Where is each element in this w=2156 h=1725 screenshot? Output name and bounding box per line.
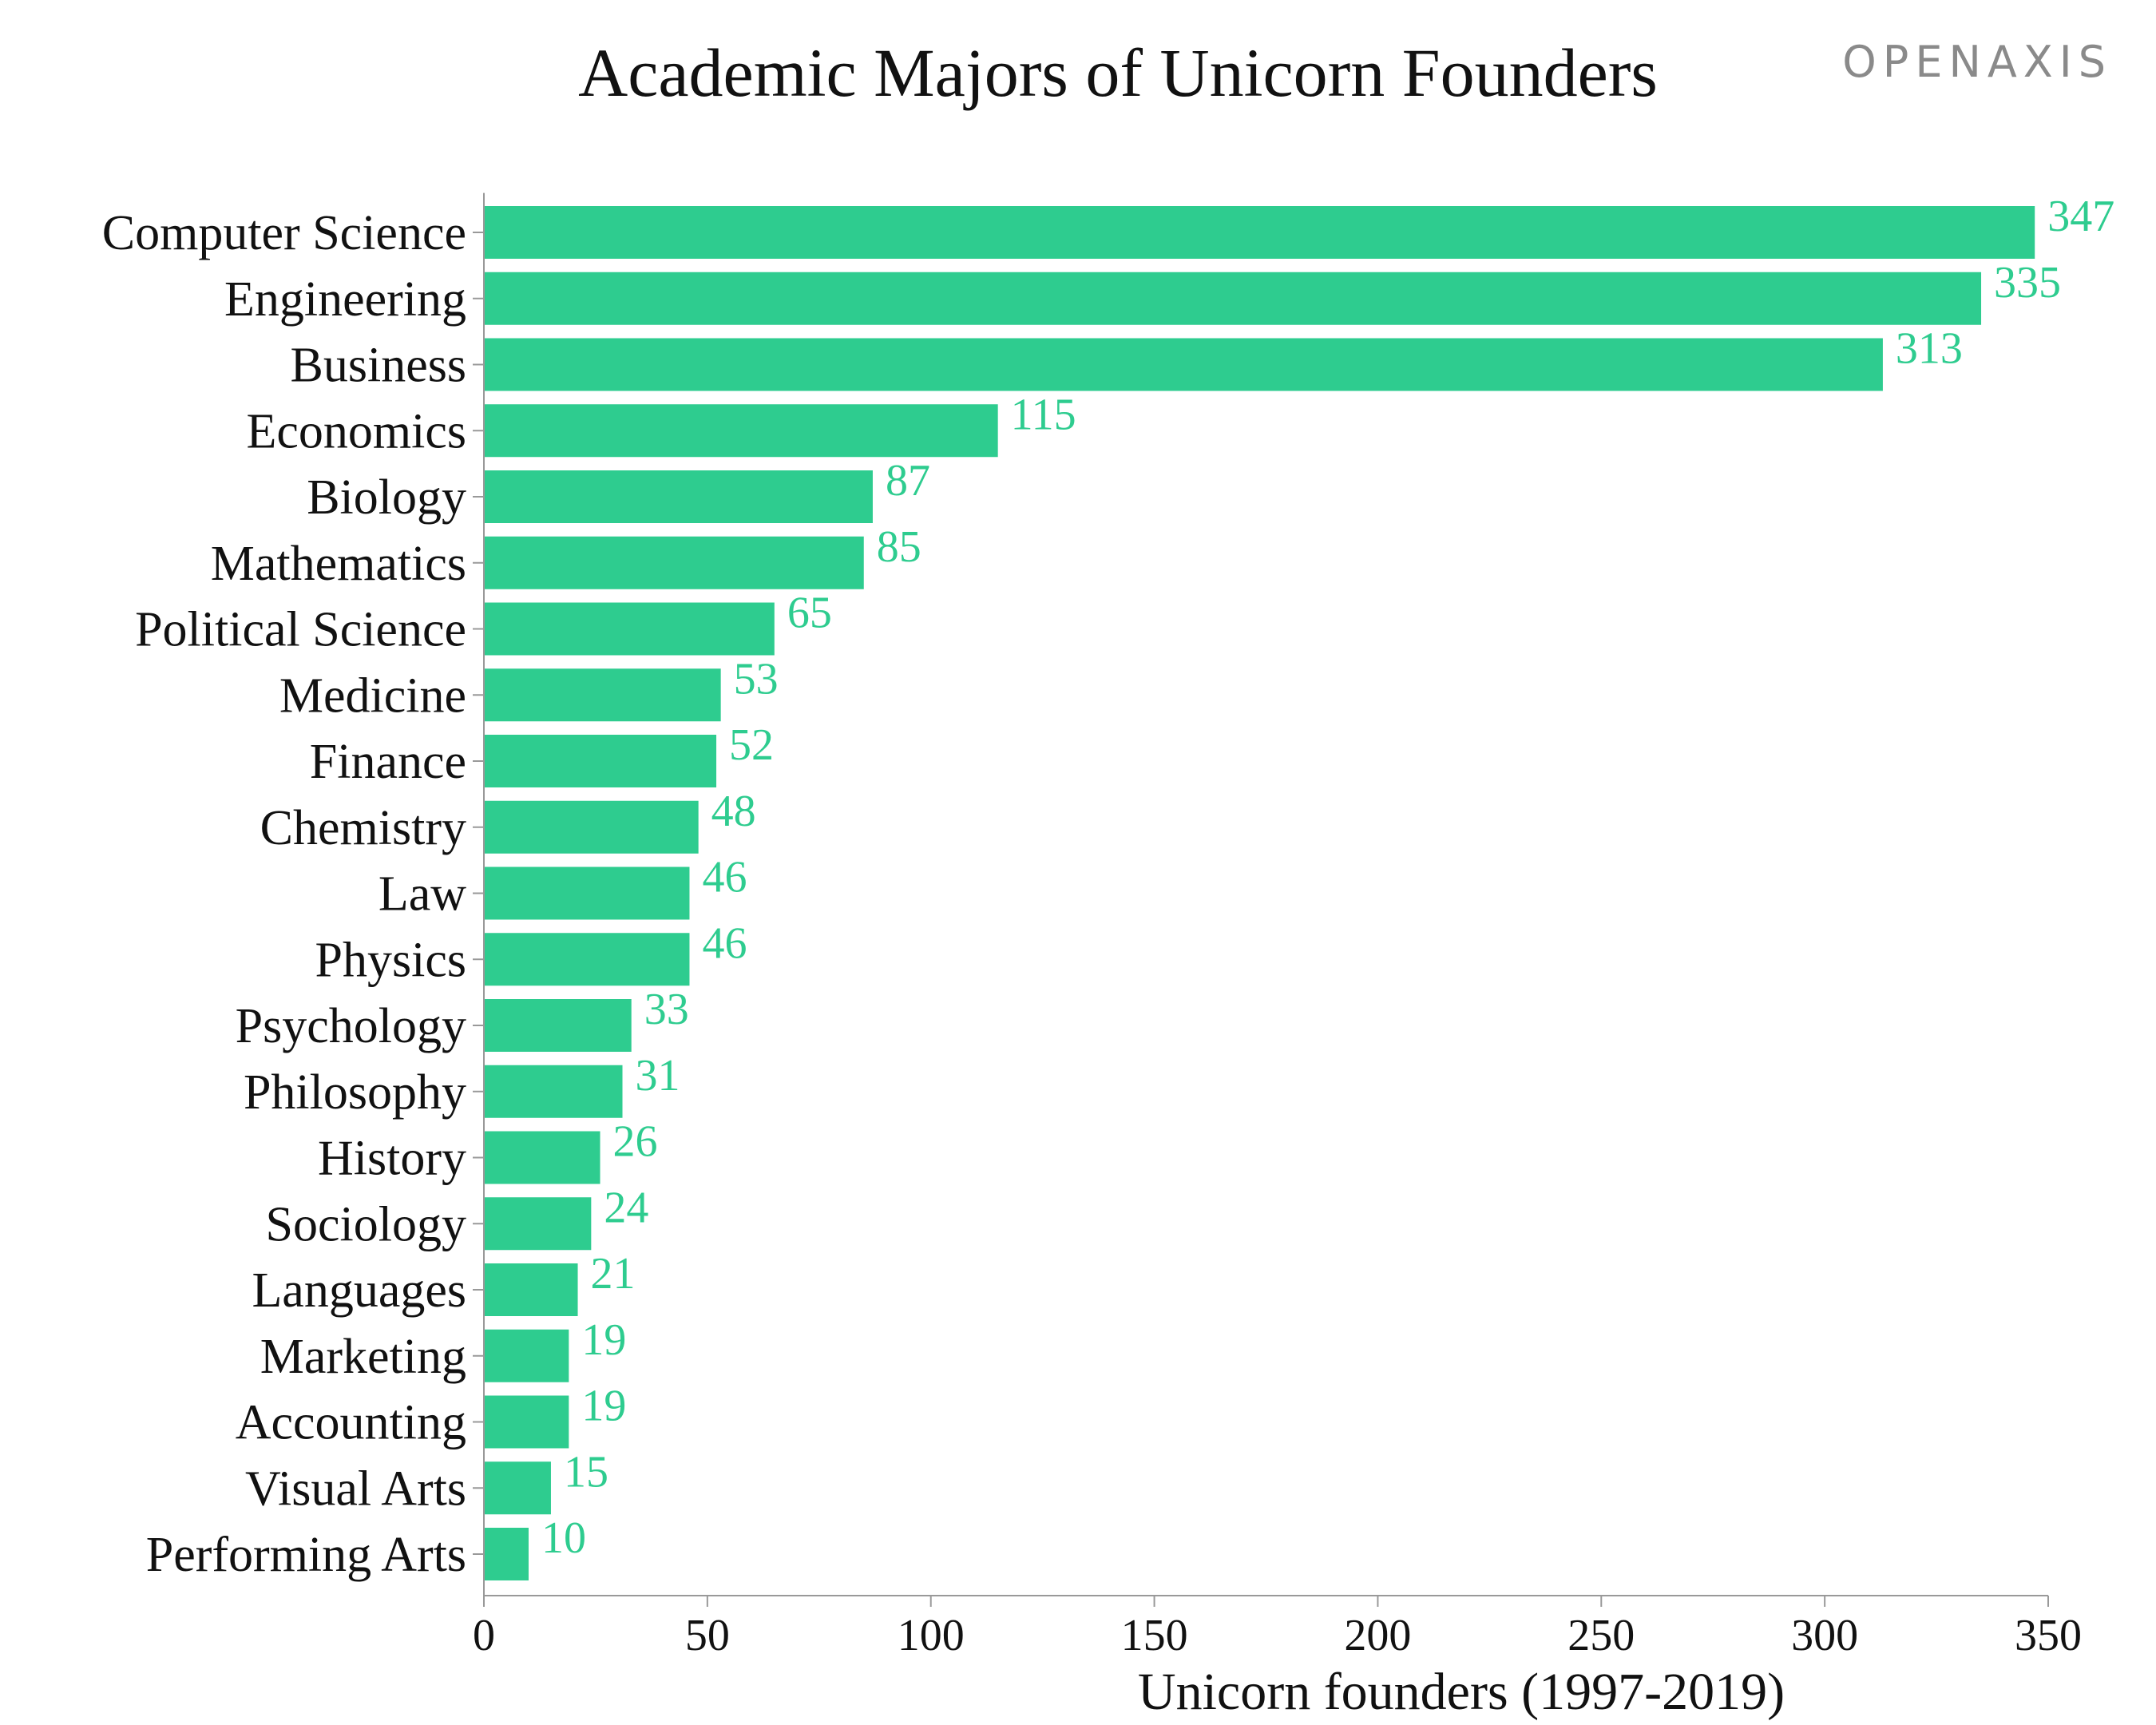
value-label-political-science: 65 [787, 589, 832, 638]
value-label-history: 26 [613, 1117, 658, 1167]
x-tick-label-350: 350 [2015, 1611, 2082, 1660]
bar-finance [485, 735, 717, 787]
category-label-history: History [318, 1132, 466, 1186]
category-label-languages: Languages [252, 1263, 466, 1318]
category-label-chemistry: Chemistry [260, 801, 466, 855]
category-label-political-science: Political Science [135, 603, 466, 657]
x-tick-label-250: 250 [1567, 1611, 1635, 1660]
value-label-mathematics: 85 [877, 522, 921, 572]
value-label-psychology: 33 [644, 985, 689, 1034]
x-tick-label-50: 50 [685, 1611, 730, 1660]
category-label-law: Law [378, 867, 466, 922]
category-label-engineering: Engineering [224, 272, 466, 327]
bar-computer-science [485, 206, 2035, 259]
bar-economics [485, 404, 998, 458]
x-tick-label-100: 100 [898, 1611, 965, 1660]
category-label-biology: Biology [307, 470, 466, 525]
bar-history [485, 1131, 600, 1184]
value-label-languages: 21 [591, 1249, 636, 1299]
value-label-sociology: 24 [604, 1183, 648, 1232]
value-label-accounting: 19 [581, 1382, 626, 1431]
x-tick-label-200: 200 [1344, 1611, 1411, 1660]
category-label-performing-arts: Performing Arts [146, 1528, 466, 1582]
value-label-economics: 115 [1011, 390, 1076, 439]
category-label-economics: Economics [247, 404, 467, 458]
bar-marketing [485, 1329, 569, 1382]
x-axis: 0 50 100 150 200 250 300 350 [473, 1595, 2082, 1660]
bar-biology [485, 470, 873, 523]
value-label-chemistry: 48 [711, 787, 756, 836]
value-label-physics: 46 [702, 918, 747, 968]
category-label-sociology: Sociology [266, 1197, 466, 1251]
category-labels: Computer Science Engineering Business Econo… [102, 206, 466, 1582]
category-label-visual-arts: Visual Arts [245, 1461, 466, 1516]
bar-visual-arts [485, 1461, 551, 1515]
bar-languages [485, 1263, 578, 1316]
bar-psychology [485, 999, 632, 1052]
value-label-biology: 87 [886, 456, 930, 506]
category-label-finance: Finance [310, 735, 466, 789]
bar-medicine [485, 668, 721, 722]
category-label-computer-science: Computer Science [102, 206, 466, 260]
value-label-business: 313 [1896, 324, 1963, 374]
bar-chemistry [485, 800, 699, 854]
value-label-computer-science: 347 [2047, 192, 2114, 241]
bar-political-science [485, 602, 775, 656]
x-tick-label-300: 300 [1791, 1611, 1858, 1660]
category-label-physics: Physics [315, 933, 466, 987]
category-label-accounting: Accounting [236, 1396, 466, 1450]
value-label-performing-arts: 10 [541, 1513, 586, 1563]
x-tick-label-150: 150 [1121, 1611, 1188, 1660]
value-label-law: 46 [702, 853, 747, 902]
category-label-mathematics: Mathematics [211, 537, 466, 591]
category-label-medicine: Medicine [279, 668, 466, 723]
value-label-visual-arts: 15 [564, 1447, 608, 1497]
x-axis-title: Unicorn founders (1997-2019) [1138, 1663, 1785, 1721]
bars-group [485, 206, 2035, 1580]
bar-business [485, 338, 1883, 391]
value-label-medicine: 53 [734, 654, 779, 704]
x-tick-label-0: 0 [473, 1611, 495, 1660]
value-label-engineering: 335 [1994, 258, 2061, 307]
bar-sociology [485, 1197, 592, 1251]
bar-law [485, 866, 690, 920]
category-label-business: Business [291, 339, 466, 393]
bar-engineering [485, 272, 1982, 325]
value-label-marketing: 19 [581, 1315, 626, 1365]
value-label-finance: 52 [729, 720, 774, 770]
chart-title: Academic Majors of Unicorn Founders [578, 34, 1658, 111]
y-axis [473, 192, 485, 1596]
bar-accounting [485, 1395, 569, 1449]
bar-philosophy [485, 1065, 623, 1118]
bar-performing-arts [485, 1528, 529, 1580]
bar-mathematics [485, 536, 864, 589]
value-label-philosophy: 31 [636, 1051, 680, 1100]
category-label-philosophy: Philosophy [244, 1065, 466, 1120]
category-label-psychology: Psychology [236, 999, 466, 1053]
category-label-marketing: Marketing [260, 1330, 466, 1384]
bar-physics [485, 933, 690, 986]
openaxis-logo: OPENAXIS [1842, 37, 2112, 87]
